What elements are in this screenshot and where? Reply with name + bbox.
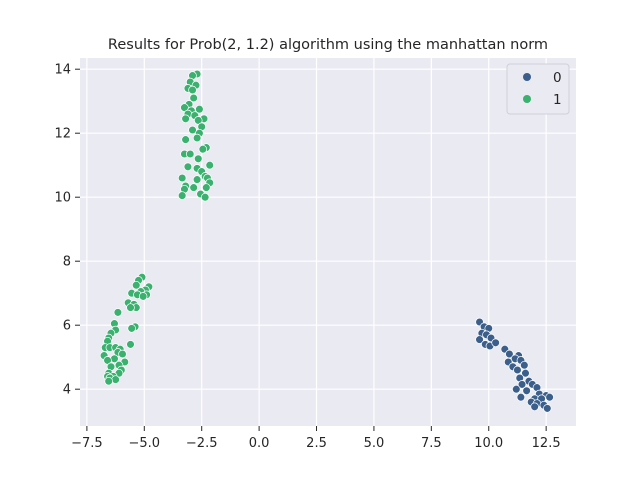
data-point-series-0 <box>491 338 500 348</box>
data-point-series-1 <box>192 175 202 184</box>
data-point-series-1 <box>180 103 189 112</box>
data-point-series-1 <box>188 85 197 95</box>
x-tick-label: 12.5 <box>532 436 561 451</box>
data-point-series-1 <box>181 135 190 144</box>
y-tick-label: 10 <box>54 191 71 206</box>
data-point-series-1 <box>198 144 208 154</box>
data-point-series-1 <box>195 104 204 114</box>
legend-marker-0 <box>523 73 531 81</box>
data-point-series-1 <box>188 125 197 135</box>
data-point-series-1 <box>126 340 135 349</box>
x-tick-label: 0.0 <box>249 436 270 451</box>
data-point-series-1 <box>126 303 135 312</box>
data-point-series-1 <box>118 349 127 359</box>
legend: 0 1 <box>506 63 570 115</box>
data-point-series-1 <box>202 183 211 192</box>
data-point-series-0 <box>505 349 514 359</box>
data-point-series-1 <box>104 376 113 386</box>
data-point-series-1 <box>113 308 123 317</box>
x-tick-label: −2.5 <box>186 436 218 451</box>
x-axis-ticks: −7.5 −5.0 −2.5 0.0 2.5 5.0 7.5 10.0 12.5 <box>71 426 561 451</box>
data-point-series-1 <box>177 173 187 183</box>
y-axis-ticks: 4 6 8 10 12 14 <box>54 63 80 398</box>
data-point-series-0 <box>516 392 526 402</box>
data-point-series-0 <box>475 335 484 344</box>
x-tick-label: 5.0 <box>364 436 385 451</box>
data-point-series-1 <box>111 375 120 384</box>
grid-lines <box>80 58 576 426</box>
data-point-series-1 <box>185 149 195 159</box>
data-point-series-1 <box>192 133 202 143</box>
data-point-series-0 <box>512 384 521 394</box>
data-point-series-1 <box>189 93 198 103</box>
data-point-series-1 <box>103 356 112 365</box>
y-tick-label: 6 <box>63 319 71 334</box>
data-point-series-0 <box>543 404 552 413</box>
legend-box <box>506 63 570 115</box>
data-point-series-1 <box>194 116 203 125</box>
data-point-series-1 <box>189 183 198 192</box>
data-point-series-1 <box>194 154 203 164</box>
data-point-series-1 <box>127 324 136 333</box>
legend-label-1: 1 <box>553 92 562 108</box>
data-point-series-0 <box>545 392 554 402</box>
x-tick-label: 2.5 <box>306 436 327 451</box>
data-point-series-0 <box>530 402 539 412</box>
x-tick-label: 7.5 <box>421 436 442 451</box>
data-point-series-1 <box>177 191 187 200</box>
y-tick-label: 14 <box>54 63 71 78</box>
data-point-series-1 <box>205 160 214 170</box>
y-tick-label: 12 <box>54 127 71 142</box>
data-points <box>99 69 554 413</box>
data-point-series-1 <box>132 280 141 290</box>
data-point-series-1 <box>200 192 210 202</box>
data-point-series-0 <box>521 368 530 378</box>
data-point-series-0 <box>513 365 522 375</box>
data-point-series-1 <box>181 114 190 124</box>
data-point-series-1 <box>183 162 193 172</box>
legend-label-0: 0 <box>553 70 562 86</box>
y-tick-label: 4 <box>63 383 71 398</box>
data-point-series-1 <box>138 292 148 301</box>
legend-marker-1 <box>523 95 531 103</box>
x-tick-label: −5.0 <box>129 436 161 451</box>
y-tick-label: 8 <box>63 255 71 270</box>
data-point-series-0 <box>517 380 527 389</box>
x-tick-label: 10.0 <box>474 436 503 451</box>
data-point-series-0 <box>520 360 529 370</box>
plot-area <box>80 58 576 426</box>
data-point-series-0 <box>522 386 531 396</box>
x-tick-label: −7.5 <box>71 436 103 451</box>
chart-title: Results for Prob(2, 1.2) algorithm using… <box>108 37 548 53</box>
